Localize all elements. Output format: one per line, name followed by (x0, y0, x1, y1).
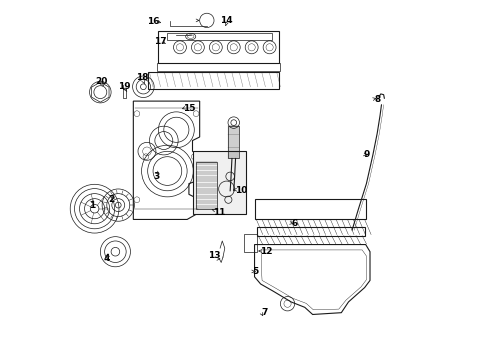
Text: 7: 7 (261, 308, 267, 317)
Text: 13: 13 (207, 251, 220, 260)
Text: 10: 10 (234, 186, 246, 195)
Bar (192, 151, 246, 214)
Text: 6: 6 (291, 219, 297, 228)
Text: 3: 3 (153, 172, 160, 181)
Text: 18: 18 (136, 73, 148, 82)
Text: 2: 2 (108, 195, 115, 204)
Text: 1: 1 (89, 201, 95, 210)
Bar (255, 199, 366, 220)
Text: 11: 11 (213, 208, 225, 217)
Text: 17: 17 (154, 37, 166, 46)
Text: 9: 9 (363, 150, 369, 159)
Text: 16: 16 (146, 17, 159, 26)
Text: 8: 8 (373, 95, 380, 104)
Bar (196, 162, 217, 209)
Text: 14: 14 (220, 16, 232, 25)
Text: 15: 15 (183, 104, 195, 113)
Text: 5: 5 (252, 267, 258, 276)
Text: 4: 4 (103, 255, 109, 264)
Text: 20: 20 (95, 77, 107, 86)
Bar (257, 226, 364, 235)
Text: 12: 12 (259, 247, 272, 256)
Bar (228, 126, 239, 158)
Text: 19: 19 (118, 82, 130, 91)
